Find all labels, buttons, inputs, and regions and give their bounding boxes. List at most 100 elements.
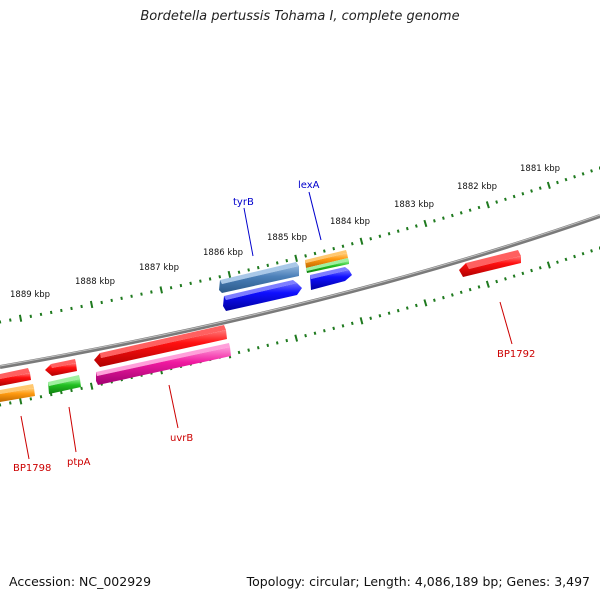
outer-minor-tick <box>39 312 43 317</box>
inner-minor-tick <box>60 390 63 395</box>
inner-minor-tick <box>521 271 525 276</box>
gene-label-uvrB[interactable]: uvrB <box>170 433 193 444</box>
outer-minor-tick <box>323 249 326 253</box>
gene-uvrB-pink[interactable] <box>96 343 231 385</box>
kbp-label-1886: 1886 kbp <box>203 248 243 258</box>
inner-minor-tick <box>573 254 576 259</box>
gene-BP1798-orange[interactable] <box>0 384 35 402</box>
inner-minor-tick <box>285 338 289 343</box>
kbp-label-1881: 1881 kbp <box>520 164 560 174</box>
outer-minor-tick <box>110 298 113 303</box>
kbp-label-1887: 1887 kbp <box>139 263 179 273</box>
outer-minor-tick <box>60 308 63 313</box>
kbp-label-1884: 1884 kbp <box>330 217 370 227</box>
chromosome-backbone-highlight <box>0 214 600 367</box>
outer-minor-tick <box>208 277 212 281</box>
outer-major-tick <box>89 300 94 309</box>
outer-minor-tick <box>70 306 73 311</box>
inner-minor-tick <box>433 298 436 302</box>
callout-line-BP1798 <box>20 415 30 460</box>
gene-label-ptpA[interactable]: ptpA <box>67 457 91 468</box>
outer-minor-tick <box>304 254 307 258</box>
callout-line-ptpA <box>68 406 77 453</box>
outer-minor-tick <box>387 232 391 236</box>
inner-minor-tick <box>266 343 270 348</box>
gene-tyrB[interactable] <box>219 262 299 293</box>
gene-ptpA-red[interactable] <box>45 359 77 376</box>
outer-minor-tick <box>179 283 183 288</box>
inner-tick-row <box>0 246 600 407</box>
inner-minor-tick <box>405 306 409 310</box>
gene-label-BP1798[interactable]: BP1798 <box>13 463 51 474</box>
inner-major-tick <box>546 261 551 269</box>
inner-minor-tick <box>442 295 445 300</box>
genome-summary: Topology: circular; Length: 4,086,189 bp… <box>246 574 590 589</box>
outer-minor-tick <box>237 270 241 274</box>
outer-minor-tick <box>396 229 400 233</box>
outer-minor-tick <box>266 263 270 268</box>
inner-minor-tick <box>477 285 481 289</box>
inner-minor-tick <box>313 331 317 335</box>
kbp-scale-labels: 1881 kbp 1882 kbp 1883 kbp 1884 kbp 1885… <box>10 164 560 300</box>
inner-minor-tick <box>256 346 260 350</box>
inner-minor-tick <box>39 395 43 399</box>
outer-minor-tick <box>477 205 481 210</box>
inner-minor-tick <box>304 333 307 338</box>
outer-tick-row <box>0 166 600 324</box>
map-title: Bordetella pertussis Tohama I, complete … <box>140 9 460 24</box>
outer-minor-tick <box>247 268 250 272</box>
outer-major-tick <box>294 254 298 262</box>
inner-minor-tick <box>378 314 382 318</box>
callout-line-lexA <box>308 191 322 241</box>
outer-minor-tick <box>521 192 525 196</box>
outer-minor-tick <box>350 242 354 246</box>
outer-minor-tick <box>442 216 445 220</box>
outer-minor-tick <box>538 186 542 190</box>
outer-minor-tick <box>189 281 192 286</box>
gene-ptpA-green[interactable] <box>48 375 81 394</box>
inner-minor-tick <box>275 341 279 345</box>
gene-label-tyrB[interactable]: tyrB <box>233 197 254 208</box>
gene-label-BP1792[interactable]: BP1792 <box>497 349 535 360</box>
inner-minor-tick <box>495 279 499 284</box>
gene-blue-forward[interactable] <box>223 280 302 311</box>
callout-line-tyrB <box>243 207 254 257</box>
inner-minor-tick <box>590 249 593 253</box>
callout-line-BP1792 <box>499 301 513 345</box>
inner-minor-tick <box>459 290 463 295</box>
kbp-label-1882: 1882 kbp <box>457 182 497 192</box>
gene-features <box>0 250 521 402</box>
kbp-label-1889: 1889 kbp <box>10 290 50 300</box>
outer-minor-tick <box>378 234 382 238</box>
inner-major-tick <box>89 382 94 390</box>
outer-minor-tick <box>556 180 559 185</box>
outer-minor-tick <box>130 294 133 298</box>
outer-major-tick <box>359 237 364 245</box>
gene-lexA-orange[interactable] <box>305 250 348 268</box>
gene-name-labels: tyrB lexA BP1792 uvrB ptpA BP1798 <box>13 180 535 474</box>
outer-major-tick <box>159 286 163 294</box>
gene-lexA-green[interactable] <box>306 258 349 273</box>
inner-minor-tick <box>581 251 585 256</box>
outer-minor-tick <box>332 246 336 251</box>
outer-minor-tick <box>581 172 585 176</box>
gene-label-lexA[interactable]: lexA <box>298 180 320 191</box>
gene-lexA-blue[interactable] <box>310 267 352 290</box>
outer-minor-tick <box>256 265 260 270</box>
outer-minor-tick <box>459 211 463 215</box>
inner-minor-tick <box>350 321 354 326</box>
inner-major-tick <box>359 317 364 325</box>
gene-uvrB-red[interactable] <box>94 325 227 367</box>
outer-minor-tick <box>341 244 345 248</box>
outer-major-tick <box>227 270 232 279</box>
outer-minor-tick <box>150 290 153 294</box>
gene-BP1792[interactable] <box>459 250 521 277</box>
outer-major-tick <box>18 314 23 322</box>
inner-minor-tick <box>504 277 507 281</box>
gene-BP1798-red[interactable] <box>0 368 31 386</box>
outer-minor-tick <box>590 169 593 173</box>
outer-minor-tick <box>414 224 418 228</box>
outer-minor-tick <box>49 310 53 315</box>
